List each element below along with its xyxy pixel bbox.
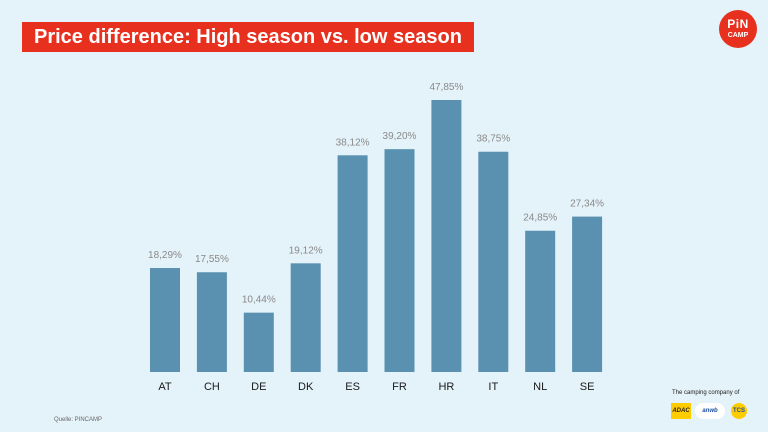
bar-ch [196,272,227,372]
bar-es [337,155,368,372]
bar-fr [384,149,415,372]
logo-text-line1: PiN [727,17,749,31]
bar-hr [431,100,462,372]
tick-label-fr: FR [392,381,407,393]
tick-label-se: SE [580,381,595,393]
tick-label-de: DE [251,381,266,393]
tick-label-es: ES [345,381,360,393]
tick-label-nl: NL [533,381,547,393]
value-label-ch: 17,55% [195,254,229,265]
tick-label-ch: CH [204,381,220,393]
bar-de [243,312,274,372]
tick-label-hr: HR [438,381,454,393]
value-label-es: 38,12% [336,137,370,148]
bar-dk [290,263,321,372]
value-label-nl: 24,85% [523,213,557,224]
value-label-dk: 19,12% [289,245,323,256]
value-label-de: 10,44% [242,295,276,306]
value-label-at: 18,29% [148,250,182,261]
value-label-fr: 39,20% [383,131,417,142]
tick-label-at: AT [158,381,172,393]
bar-it [478,151,509,372]
bar-nl [525,230,556,372]
tcs-logo: TCS [731,403,747,419]
bar-se [572,216,603,372]
source-note: Quelle: PINCAMP [54,417,103,423]
chart-title: Price difference: High season vs. low se… [22,22,474,52]
anwb-logo: anwb [695,403,725,419]
bar-at [150,268,180,372]
company-text: The camping company of [672,390,740,396]
value-label-hr: 47,85% [429,82,463,93]
value-label-se: 27,34% [570,199,604,210]
adac-logo: ADAC [671,403,691,419]
tick-label-dk: DK [298,381,314,393]
tick-label-it: IT [488,381,498,393]
value-label-it: 38,75% [476,134,510,145]
pincamp-logo: PiN CAMP [719,10,757,48]
logo-text-line2: CAMP [727,32,749,39]
